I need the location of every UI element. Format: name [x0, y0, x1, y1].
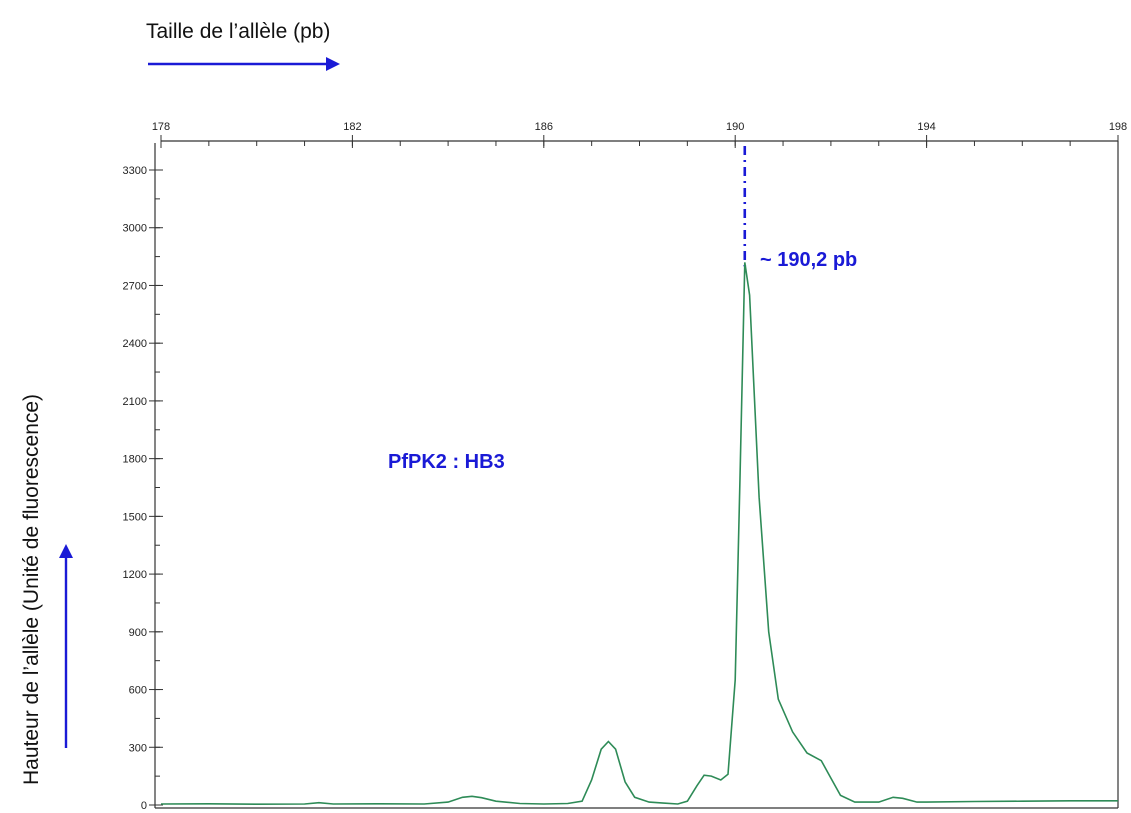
y-tick-label: 1200: [123, 569, 147, 581]
x-tick-label: 186: [535, 121, 553, 133]
x-ticks: 178 182 186 190 194 198: [152, 121, 1127, 148]
x-tick-label: 198: [1109, 121, 1127, 133]
x-tick-label: 182: [343, 121, 361, 133]
y-tick-label: 3000: [123, 223, 147, 235]
series-trace: [160, 262, 1118, 806]
sample-label: PfPK2 : HB3: [388, 451, 505, 473]
y-tick-label: 1800: [123, 454, 147, 466]
y-tick-label: 3300: [123, 165, 147, 177]
y-tick-label: 2100: [123, 396, 147, 408]
y-tick-label: 0: [141, 800, 147, 812]
x-tick-label: 194: [917, 121, 935, 133]
y-tick-label: 300: [129, 742, 147, 754]
plot-frame: [154, 140, 1119, 809]
y-tick-label: 2400: [123, 338, 147, 350]
x-axis-arrow: [148, 57, 340, 71]
y-ticks: 0 300 600 900 1200 1500 1800 2100 2400 2700 3000 33…: [123, 165, 163, 812]
y-axis-arrow: [59, 544, 73, 748]
y-tick-label: 900: [129, 627, 147, 639]
x-tick-label: 190: [726, 121, 744, 133]
y-tick-label: 2700: [123, 280, 147, 292]
y-tick-label: 600: [129, 685, 147, 697]
x-axis-title: Taille de l’allèle (pb): [146, 20, 330, 43]
peak-annotation: ~ 190,2 pb: [760, 249, 857, 271]
y-axis-title: Hauteur de l’allèle (Unité de fluorescen…: [20, 394, 43, 785]
x-tick-label: 178: [152, 121, 170, 133]
y-tick-label: 1500: [123, 511, 147, 523]
